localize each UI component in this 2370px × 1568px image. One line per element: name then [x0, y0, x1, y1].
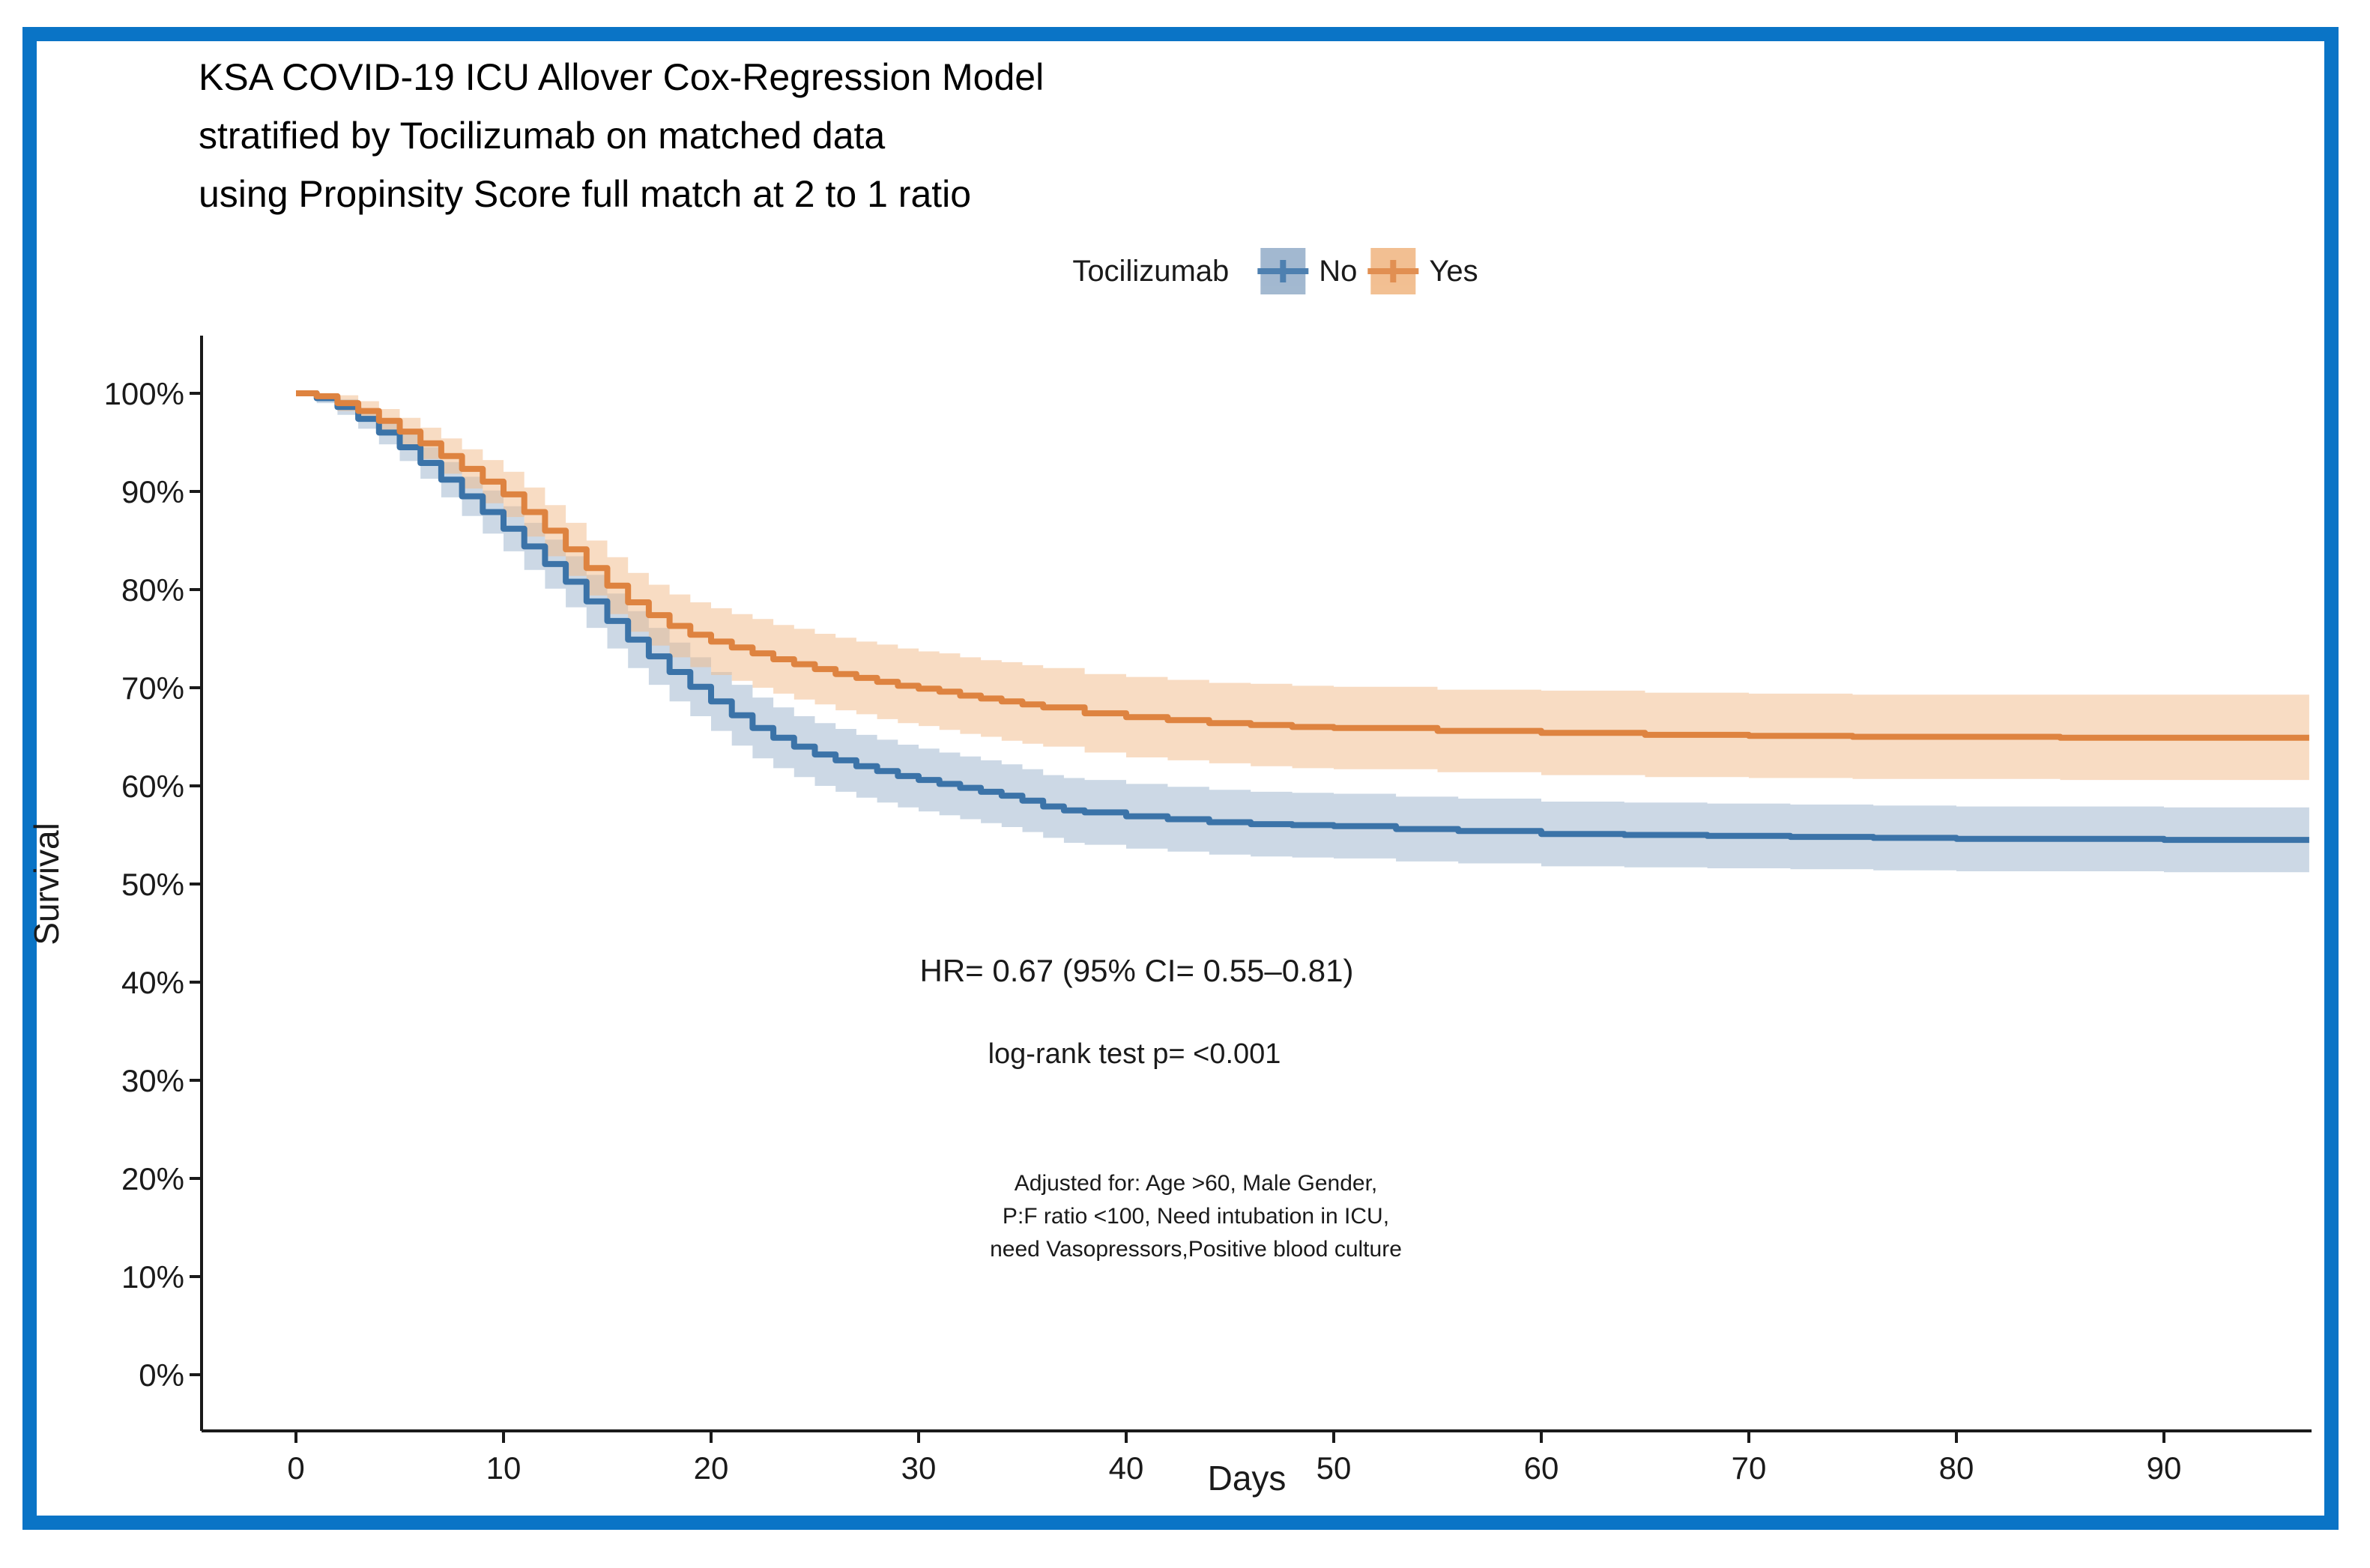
- x-tick-label: 60: [1524, 1450, 1559, 1486]
- y-tick-label: 30%: [121, 1063, 184, 1098]
- chart-title-line-3: using Propinsity Score full match at 2 t…: [199, 173, 972, 215]
- x-axis-label: Days: [1207, 1459, 1287, 1498]
- x-tick-label: 20: [694, 1450, 729, 1486]
- x-tick-label: 40: [1109, 1450, 1144, 1486]
- chart-title-line-1: KSA COVID-19 ICU Allover Cox-Regression …: [199, 56, 1045, 98]
- hazard-ratio-annotation: HR= 0.67 (95% CI= 0.55–0.81): [919, 953, 1354, 988]
- logrank-annotation: log-rank test p= <0.001: [988, 1038, 1281, 1070]
- x-tick-label: 90: [2147, 1450, 2182, 1486]
- figure-border-frame: [22, 27, 2339, 1530]
- x-tick-label: 80: [1939, 1450, 1974, 1486]
- legend-label-no: No: [1319, 254, 1358, 288]
- y-axis-label: Survival: [27, 823, 66, 945]
- adjusted-note-line-2: P:F ratio <100, Need intubation in ICU,: [1002, 1204, 1390, 1229]
- chart-title-line-2: stratified by Tocilizumab on matched dat…: [199, 115, 886, 157]
- censor-tick-icon: [1390, 260, 1397, 282]
- x-tick-label: 70: [1732, 1450, 1767, 1486]
- ci-band-yes: [296, 393, 2309, 781]
- y-tick-label: 50%: [121, 867, 184, 902]
- adjusted-note-line-1: Adjusted for: Age >60, Male Gender,: [1014, 1171, 1378, 1196]
- legend-item-no: No: [1257, 248, 1358, 294]
- legend: Tocilizumab No Yes: [1072, 248, 1478, 294]
- adjusted-covariates-note: Adjusted for: Age >60, Male Gender, P:F …: [990, 1167, 1402, 1266]
- y-tick-label: 20%: [121, 1161, 184, 1196]
- chart-title: KSA COVID-19 ICU Allover Cox-Regression …: [199, 48, 1044, 223]
- survival-curve-yes: [296, 390, 2309, 741]
- y-tick-label: 40%: [121, 965, 184, 1000]
- y-tick-label: 0%: [139, 1357, 184, 1393]
- y-tick-label: 80%: [121, 572, 184, 608]
- legend-key-yes: [1367, 248, 1419, 294]
- x-tick-label: 50: [1317, 1450, 1352, 1486]
- y-tick-label: 100%: [104, 376, 184, 411]
- x-tick-label: 30: [901, 1450, 937, 1486]
- y-tick-label: 90%: [121, 474, 184, 509]
- x-tick-label: 10: [486, 1450, 522, 1486]
- legend-item-yes: Yes: [1367, 248, 1478, 294]
- legend-label-yes: Yes: [1429, 254, 1478, 288]
- legend-key-no: [1257, 248, 1309, 294]
- y-tick-label: 60%: [121, 769, 184, 804]
- censor-tick-icon: [1280, 260, 1287, 282]
- y-tick-label: 10%: [121, 1259, 184, 1295]
- x-tick-label: 0: [287, 1450, 304, 1486]
- adjusted-note-line-3: need Vasopressors,Positive blood culture: [990, 1237, 1402, 1262]
- ci-band-no: [296, 393, 2309, 873]
- y-tick-label: 70%: [121, 671, 184, 706]
- survival-curve-no: [296, 390, 2309, 844]
- legend-title: Tocilizumab: [1072, 254, 1230, 288]
